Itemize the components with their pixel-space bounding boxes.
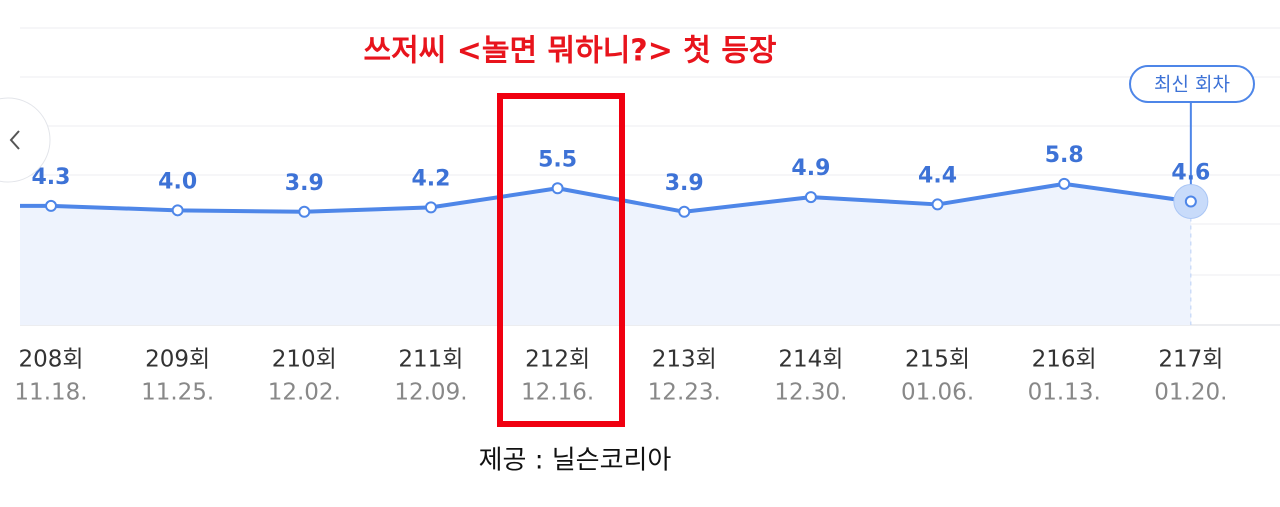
point (1184, 195, 1197, 208)
x-tick-label: 217회 (1158, 347, 1223, 373)
x-tick-label: 208회 (18, 347, 83, 373)
point (804, 191, 817, 204)
value-label: 4.0 (158, 169, 197, 194)
annotation: 쓰저씨 <놀면 뭐하니?> 첫 등장 (363, 34, 776, 69)
x-tick-label: 213회 (652, 347, 717, 373)
point (931, 198, 944, 211)
prev-icon (9, 130, 20, 150)
x-tick-label: 211회 (398, 347, 463, 373)
source: 제공 : 닐슨코리아 (479, 446, 672, 476)
value-label: 4.9 (791, 156, 830, 181)
x-date-label: 01.13. (1028, 380, 1101, 406)
value-label: 5.8 (1045, 143, 1084, 168)
x-date-label: 12.02. (268, 380, 341, 406)
x-date-label: 12.09. (394, 380, 467, 406)
x-tick-label: 210회 (272, 347, 337, 373)
point (45, 199, 57, 212)
value-label: 3.9 (665, 171, 704, 196)
x-tick-label: 214회 (778, 347, 843, 373)
value-label: 5.5 (538, 147, 577, 172)
point (678, 205, 691, 218)
badge-box (1129, 65, 1255, 103)
point (298, 205, 311, 218)
area (20, 183, 1191, 325)
x-date-label: 12.30. (774, 380, 847, 406)
x-date-label: 12.23. (648, 380, 721, 406)
prev-button[interactable] (0, 97, 51, 183)
x-date-label: 01.06. (901, 380, 974, 406)
x-tick-label: 215회 (905, 347, 970, 373)
point (171, 204, 184, 217)
x-tick-label: 212회 (525, 347, 590, 373)
highlight-box (497, 93, 625, 427)
x-date-label: 01.20. (1154, 380, 1227, 406)
point (551, 182, 564, 195)
x-tick-label: 216회 (1032, 347, 1097, 373)
badge: 최신 회차 (1154, 74, 1230, 96)
x-tick-label: 209회 (145, 347, 210, 373)
value-label: 3.9 (285, 171, 324, 196)
value-label: 4.2 (411, 166, 450, 191)
point (1058, 177, 1071, 190)
x-date-label: 12.16. (521, 380, 594, 406)
point (424, 201, 437, 214)
value-label: 4.6 (1171, 160, 1210, 185)
value-label: 4.4 (918, 163, 957, 188)
x-date-label: 11.18. (14, 380, 87, 406)
x-date-label: 11.25. (141, 380, 214, 406)
